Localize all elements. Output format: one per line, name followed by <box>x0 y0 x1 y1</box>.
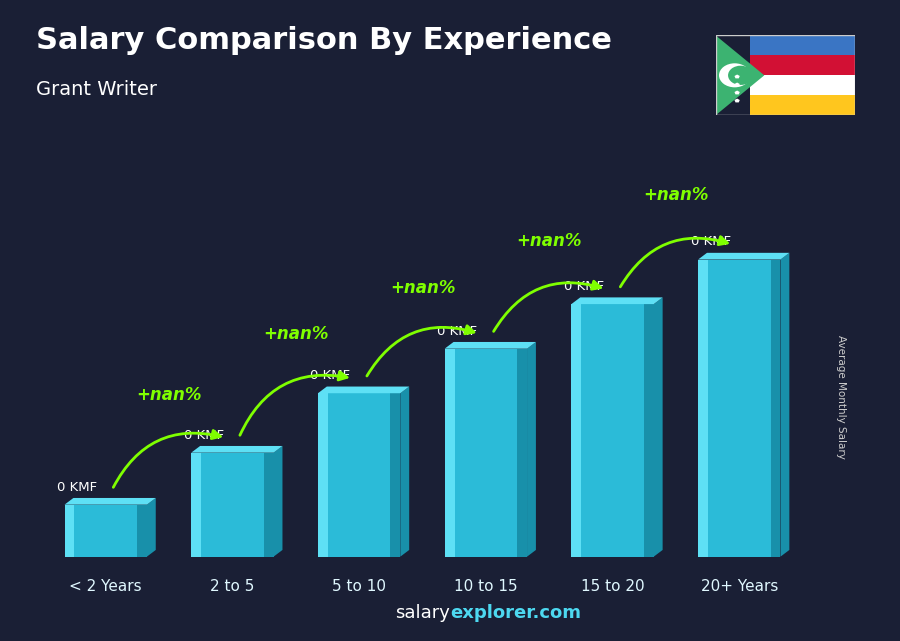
Polygon shape <box>400 387 410 556</box>
Text: 5 to 10: 5 to 10 <box>332 579 386 594</box>
Text: 0 KMF: 0 KMF <box>57 481 97 494</box>
Polygon shape <box>572 297 662 304</box>
Polygon shape <box>191 446 283 453</box>
Text: 0 KMF: 0 KMF <box>310 369 350 382</box>
Bar <box>708 260 770 556</box>
Bar <box>751 96 855 115</box>
Text: 20+ Years: 20+ Years <box>700 579 778 594</box>
Text: 0 KMF: 0 KMF <box>563 280 604 293</box>
Polygon shape <box>716 35 764 115</box>
Polygon shape <box>734 74 740 78</box>
Circle shape <box>728 65 753 85</box>
Polygon shape <box>734 99 740 103</box>
Bar <box>770 260 780 556</box>
Text: 2 to 5: 2 to 5 <box>211 579 255 594</box>
Text: 15 to 20: 15 to 20 <box>580 579 644 594</box>
Bar <box>328 393 391 556</box>
Bar <box>751 75 855 96</box>
Text: Salary Comparison By Experience: Salary Comparison By Experience <box>36 26 612 54</box>
Text: +nan%: +nan% <box>136 387 202 404</box>
Text: explorer.com: explorer.com <box>450 604 581 622</box>
Polygon shape <box>65 498 156 504</box>
Bar <box>391 393 401 556</box>
Polygon shape <box>147 498 156 556</box>
Polygon shape <box>527 342 536 556</box>
Polygon shape <box>445 342 536 349</box>
Polygon shape <box>734 90 740 94</box>
Text: 0 KMF: 0 KMF <box>184 429 224 442</box>
Text: Average Monthly Salary: Average Monthly Salary <box>836 335 847 460</box>
Circle shape <box>719 63 751 87</box>
Text: salary: salary <box>395 604 450 622</box>
Polygon shape <box>274 446 283 556</box>
Bar <box>454 349 518 556</box>
Bar <box>644 304 653 556</box>
Bar <box>572 304 581 556</box>
Polygon shape <box>734 83 740 87</box>
Bar <box>191 453 201 556</box>
Text: 0 KMF: 0 KMF <box>690 235 731 248</box>
Bar <box>264 453 274 556</box>
Polygon shape <box>318 387 410 393</box>
Text: Grant Writer: Grant Writer <box>36 80 157 99</box>
Text: 0 KMF: 0 KMF <box>437 324 477 338</box>
Bar <box>318 393 328 556</box>
Bar <box>751 55 855 75</box>
Polygon shape <box>653 297 662 556</box>
Bar <box>201 453 264 556</box>
Polygon shape <box>698 253 789 260</box>
Bar <box>445 349 455 556</box>
Text: +nan%: +nan% <box>644 186 708 204</box>
Bar <box>65 504 75 556</box>
Bar <box>751 35 855 55</box>
Bar <box>698 260 708 556</box>
Text: +nan%: +nan% <box>390 279 455 297</box>
Bar <box>518 349 527 556</box>
Text: +nan%: +nan% <box>263 325 328 343</box>
Text: < 2 Years: < 2 Years <box>69 579 142 594</box>
Polygon shape <box>780 253 789 556</box>
Bar <box>75 504 137 556</box>
Bar <box>137 504 147 556</box>
Bar <box>581 304 643 556</box>
Text: +nan%: +nan% <box>517 232 582 250</box>
Text: 10 to 15: 10 to 15 <box>454 579 518 594</box>
